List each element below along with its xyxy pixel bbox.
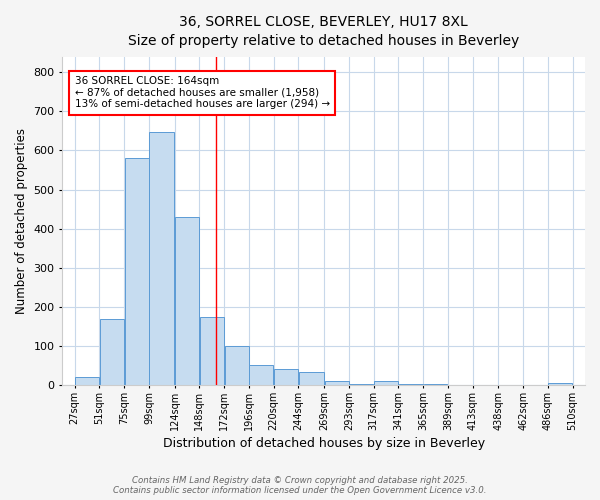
- Bar: [250, 365, 273, 385]
- Bar: [200, 316, 224, 385]
- Text: Contains HM Land Registry data © Crown copyright and database right 2025.
Contai: Contains HM Land Registry data © Crown c…: [113, 476, 487, 495]
- Bar: [299, 372, 324, 385]
- Bar: [224, 346, 248, 385]
- Bar: [175, 217, 199, 385]
- Bar: [75, 378, 99, 385]
- Bar: [399, 384, 423, 385]
- Bar: [374, 381, 398, 385]
- Bar: [125, 158, 149, 385]
- Bar: [424, 384, 448, 385]
- Bar: [149, 132, 174, 385]
- Bar: [325, 381, 349, 385]
- Y-axis label: Number of detached properties: Number of detached properties: [15, 128, 28, 314]
- Bar: [274, 370, 298, 385]
- Bar: [100, 320, 124, 385]
- Text: 36 SORREL CLOSE: 164sqm
← 87% of detached houses are smaller (1,958)
13% of semi: 36 SORREL CLOSE: 164sqm ← 87% of detache…: [74, 76, 330, 110]
- Title: 36, SORREL CLOSE, BEVERLEY, HU17 8XL
Size of property relative to detached house: 36, SORREL CLOSE, BEVERLEY, HU17 8XL Siz…: [128, 15, 519, 48]
- Bar: [548, 383, 572, 385]
- X-axis label: Distribution of detached houses by size in Beverley: Distribution of detached houses by size …: [163, 437, 485, 450]
- Bar: [349, 384, 373, 385]
